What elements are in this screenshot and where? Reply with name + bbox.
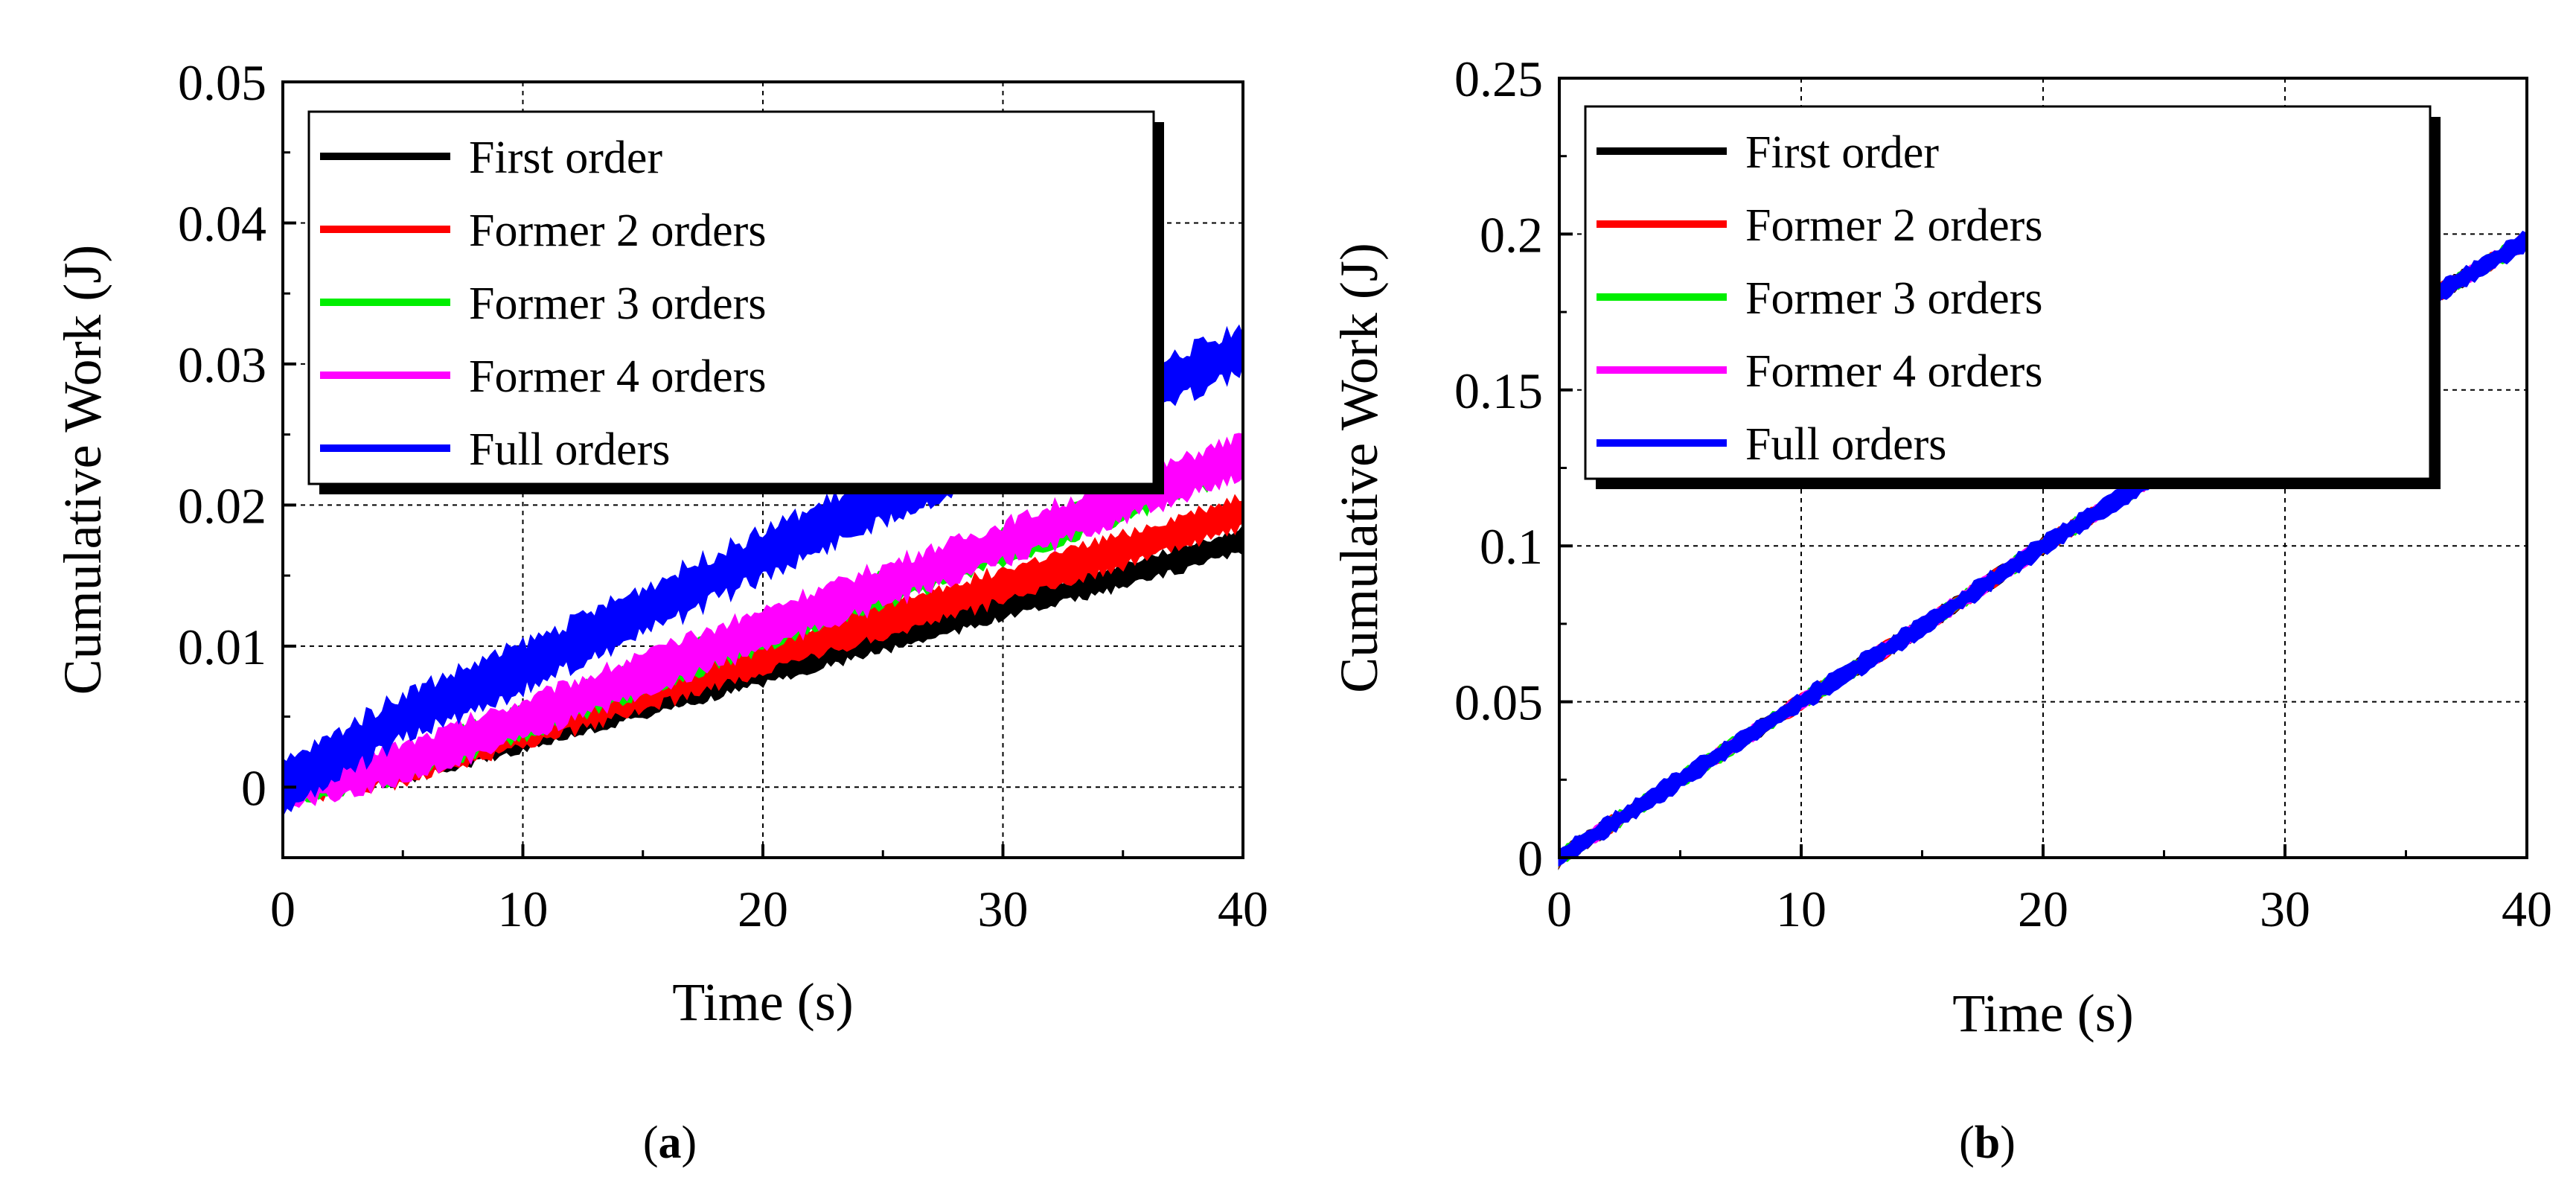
y-tick-label: 0 [241, 759, 266, 816]
legend-label-2: Former 2 orders [469, 205, 766, 256]
panel-label-b: (b) [1959, 1118, 2016, 1168]
x-tick-label: 20 [2018, 881, 2068, 937]
chart-panel-b: 0 10 20 30 40 0 0.05 0.1 0.15 0.2 0.25 Time (s) Cu… [1329, 51, 2552, 1168]
y-tick-label: 0.25 [1454, 51, 1543, 107]
y-axis-title-a: Cumulative Work (J) [53, 245, 112, 695]
ticks-a: 0 10 20 30 40 0 0.01 0.02 0.03 0.04 0.05 [178, 54, 1268, 937]
legend-label-3: Former 3 orders [1745, 273, 2042, 324]
legend-label-4: Former 4 orders [1745, 346, 2042, 397]
legend-label-2: Former 2 orders [1745, 200, 2042, 251]
y-tick-label: 0.05 [1454, 675, 1543, 731]
x-tick-label: 40 [1218, 881, 1268, 937]
y-tick-label: 0.04 [178, 195, 266, 252]
x-axis-title-b: Time (s) [1952, 983, 2133, 1043]
legend-a: First order Former 2 orders Former 3 order… [307, 110, 1164, 494]
x-axis-title-a: Time (s) [672, 972, 853, 1032]
legend-label-1: First order [469, 133, 662, 183]
panel-letter-b: b [1975, 1118, 2000, 1168]
legend-label-4: Former 4 orders [469, 351, 766, 402]
legend-box [307, 110, 1155, 485]
legend-label-5: Full orders [469, 424, 670, 475]
y-tick-label: 0.1 [1480, 518, 1543, 575]
legend-label-5: Full orders [1745, 419, 1946, 470]
x-tick-label: 30 [978, 881, 1029, 937]
legend-label-1: First order [1745, 127, 1939, 178]
y-tick-label: 0.02 [178, 477, 266, 534]
x-tick-label: 0 [270, 881, 295, 937]
panel-label-a: (a) [643, 1118, 697, 1168]
panel-letter-a: a [659, 1118, 682, 1168]
x-tick-label: 10 [498, 881, 549, 937]
ticks-b: 0 10 20 30 40 0 0.05 0.1 0.15 0.2 0.25 [1454, 51, 2552, 937]
y-tick-label: 0.15 [1454, 363, 1543, 419]
y-tick-label: 0 [1518, 830, 1543, 887]
y-axis-title-b: Cumulative Work (J) [1329, 243, 1389, 693]
y-tick-label: 0.03 [178, 337, 266, 393]
x-tick-label: 10 [1776, 881, 1826, 937]
legend-label-3: Former 3 orders [469, 278, 766, 329]
x-tick-label: 0 [1547, 881, 1572, 937]
y-tick-label: 0.05 [178, 54, 266, 111]
x-tick-label: 30 [2260, 881, 2310, 937]
y-tick-label: 0.2 [1480, 206, 1543, 263]
y-tick-label: 0.01 [178, 619, 266, 675]
x-tick-label: 40 [2502, 881, 2552, 937]
legend-b: First order Former 2 orders Former 3 order… [1584, 105, 2441, 489]
legend-box [1584, 105, 2432, 480]
x-tick-label: 20 [738, 881, 788, 937]
